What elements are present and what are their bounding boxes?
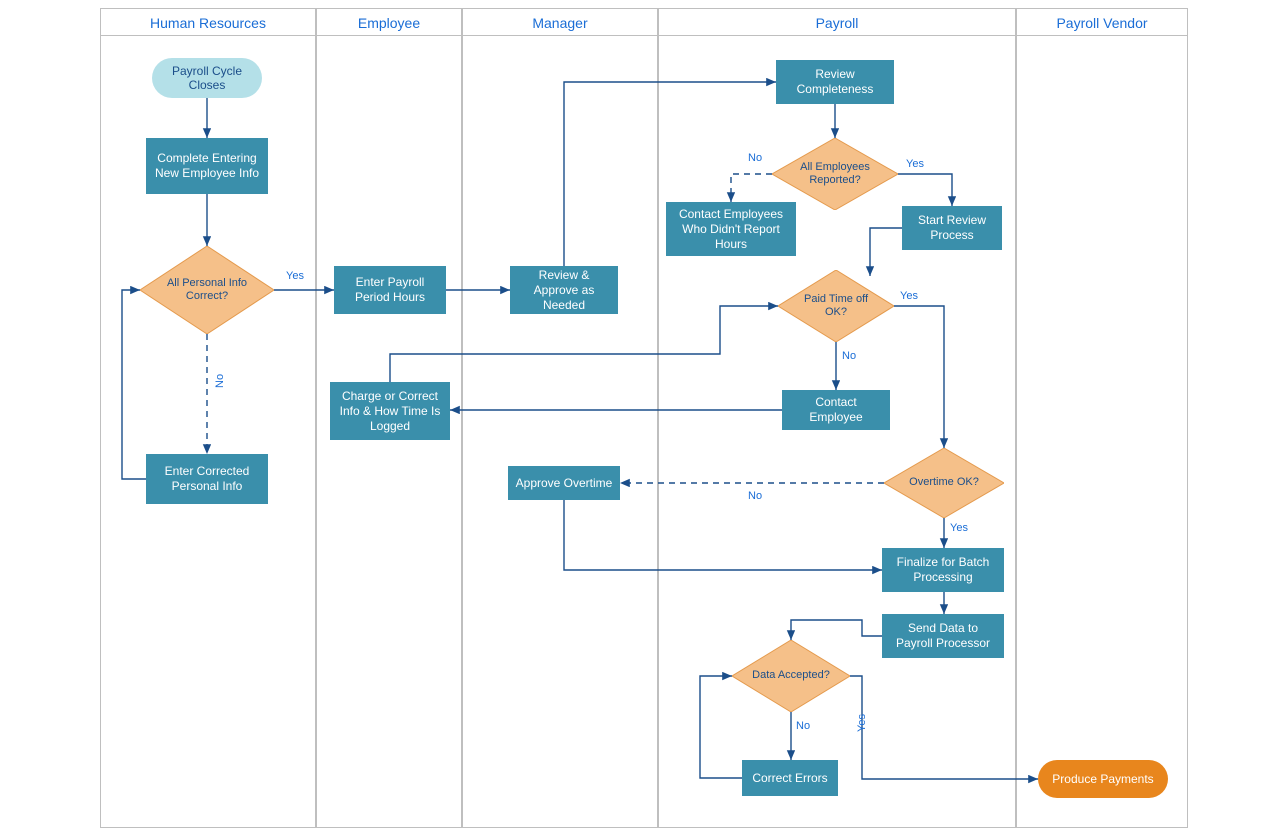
lane-body-manager bbox=[462, 36, 658, 828]
node-review-complete: Review Completeness bbox=[776, 60, 894, 104]
node-approve-ot: Approve Overtime bbox=[508, 466, 620, 500]
edge-label-info-yes: Yes bbox=[286, 270, 304, 282]
edge-label-da-yes: Yes bbox=[856, 714, 868, 732]
node-all-reported: All Employees Reported? bbox=[772, 138, 898, 210]
node-finalize: Finalize for Batch Processing bbox=[882, 548, 1004, 592]
edge-label-ot-no: No bbox=[748, 490, 762, 502]
node-charge-correct: Charge or Correct Info & How Time Is Log… bbox=[330, 382, 450, 440]
edge-label-rep-yes: Yes bbox=[906, 158, 924, 170]
node-info-correct: All Personal Info Correct? bbox=[140, 246, 274, 334]
lane-header-hr: Human Resources bbox=[100, 8, 316, 36]
node-start: Payroll Cycle Closes bbox=[152, 58, 262, 98]
node-all-reported-label: All Employees Reported? bbox=[772, 138, 898, 210]
lane-header-manager: Manager bbox=[462, 8, 658, 36]
node-correct-errors: Correct Errors bbox=[742, 760, 838, 796]
node-pto-ok: Paid Time off OK? bbox=[778, 270, 894, 342]
edge-label-da-no: No bbox=[796, 720, 810, 732]
lane-header-payroll: Payroll bbox=[658, 8, 1016, 36]
edge-label-pto-yes: Yes bbox=[900, 290, 918, 302]
edge-label-ot-yes: Yes bbox=[950, 522, 968, 534]
lane-body-vendor bbox=[1016, 36, 1188, 828]
node-pto-ok-label: Paid Time off OK? bbox=[778, 270, 894, 342]
node-start-review: Start Review Process bbox=[902, 206, 1002, 250]
node-produce-payments: Produce Payments bbox=[1038, 760, 1168, 798]
node-ot-ok: Overtime OK? bbox=[884, 448, 1004, 518]
node-review-approve: Review & Approve as Needed bbox=[510, 266, 618, 314]
node-enter-hours: Enter Payroll Period Hours bbox=[334, 266, 446, 314]
node-contact-emp: Contact Employee bbox=[782, 390, 890, 430]
node-ot-ok-label: Overtime OK? bbox=[884, 448, 1004, 518]
node-info-correct-label: All Personal Info Correct? bbox=[140, 246, 274, 334]
swimlane-flowchart: Human Resources Employee Manager Payroll… bbox=[0, 0, 1274, 836]
node-contact-nonrep: Contact Employees Who Didn't Report Hour… bbox=[666, 202, 796, 256]
node-data-accepted: Data Accepted? bbox=[732, 640, 850, 712]
node-complete-info: Complete Entering New Employee Info bbox=[146, 138, 268, 194]
edge-label-rep-no: No bbox=[748, 152, 762, 164]
edge-label-info-no: No bbox=[214, 374, 226, 388]
node-data-accepted-label: Data Accepted? bbox=[732, 640, 850, 712]
node-enter-corrected: Enter Corrected Personal Info bbox=[146, 454, 268, 504]
lane-header-vendor: Payroll Vendor bbox=[1016, 8, 1188, 36]
edge-label-pto-no: No bbox=[842, 350, 856, 362]
lane-header-employee: Employee bbox=[316, 8, 462, 36]
node-send-data: Send Data to Payroll Processor bbox=[882, 614, 1004, 658]
